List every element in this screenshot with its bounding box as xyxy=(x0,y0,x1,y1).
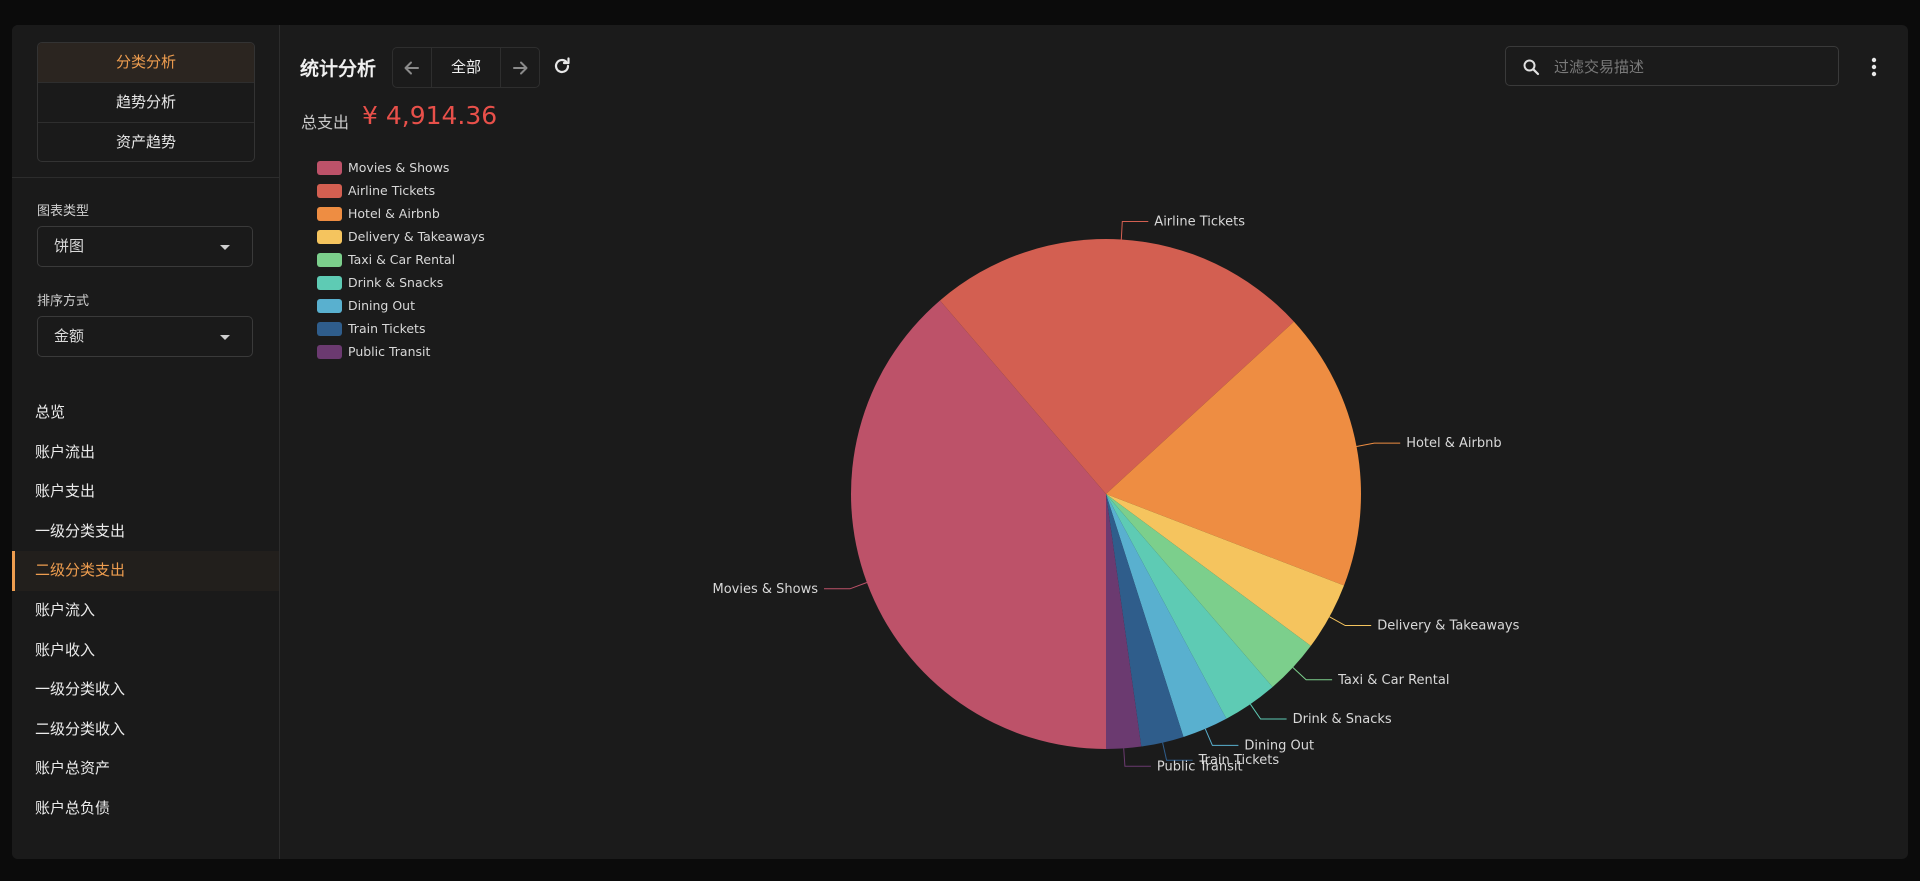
legend-item[interactable]: Delivery & Takeaways xyxy=(317,225,485,248)
legend-label: Delivery & Takeaways xyxy=(348,229,485,244)
segment-asset-trend[interactable]: 资产趋势 xyxy=(115,133,176,151)
more-vertical-icon[interactable] xyxy=(1868,56,1880,78)
label-leader-line xyxy=(1356,442,1401,447)
legend-item[interactable]: Train Tickets xyxy=(317,317,485,340)
legend-label: Drink & Snacks xyxy=(348,275,444,290)
pie-slice[interactable] xyxy=(939,239,1294,494)
pie-slice[interactable] xyxy=(1106,494,1227,737)
label-leader-line xyxy=(1123,748,1151,767)
date-range-group: 全部 xyxy=(392,47,540,88)
legend-item[interactable]: Hotel & Airbnb xyxy=(317,202,485,225)
legend-item[interactable]: Movies & Shows xyxy=(317,156,485,179)
search-icon xyxy=(1523,59,1540,76)
refresh-icon[interactable] xyxy=(551,55,573,77)
label-leader-line xyxy=(1249,703,1287,720)
sort-by-label: 排序方式 xyxy=(37,294,90,309)
segment-category-analysis[interactable]: 分类分析 xyxy=(38,43,254,83)
sidebar-nav: 总览 账户流出 账户支出 一级分类支出 二级分类支出 账户流入 账户收入 一级分… xyxy=(12,393,279,829)
caret-down-icon xyxy=(220,335,230,340)
date-range-button[interactable]: 全部 xyxy=(431,48,501,87)
nav-secondary-category-income[interactable]: 二级分类收入 xyxy=(35,719,126,738)
analysis-type-segment: 分类分析 趋势分析 资产趋势 xyxy=(37,42,255,162)
nav-secondary-category-expense[interactable]: 二级分类支出 xyxy=(12,551,279,591)
nav-total-assets[interactable]: 账户总资产 xyxy=(35,759,111,778)
sidebar: 分类分析 趋势分析 资产趋势 图表类型 饼图 排序方式 金额 总览 账户流出 账… xyxy=(12,25,280,859)
legend-swatch xyxy=(317,344,342,359)
nav-overview[interactable]: 总览 xyxy=(35,403,66,421)
legend-label: Airline Tickets xyxy=(348,183,436,198)
legend-item[interactable]: Drink & Snacks xyxy=(317,271,485,294)
pie-slice[interactable] xyxy=(851,300,1106,749)
legend-swatch xyxy=(317,160,342,175)
legend-swatch xyxy=(317,183,342,198)
pie-slice[interactable] xyxy=(1106,494,1184,747)
legend-item[interactable]: Taxi & Car Rental xyxy=(317,248,485,271)
legend-label: Taxi & Car Rental xyxy=(348,252,456,267)
slice-label: Dining Out xyxy=(1244,738,1314,753)
pie-chart: Movies & Shows Airline Tickets Hotel & Air… xyxy=(713,215,1520,775)
pie-slice[interactable] xyxy=(1106,494,1311,688)
nav-account-outflow[interactable]: 账户流出 xyxy=(35,442,96,461)
legend-swatch xyxy=(317,252,342,267)
search-input[interactable] xyxy=(1552,47,1826,87)
label-leader-line xyxy=(824,582,868,590)
slice-label: Hotel & Airbnb xyxy=(1406,436,1501,451)
pie-slice[interactable] xyxy=(1106,321,1361,586)
arrow-right-icon xyxy=(513,61,528,74)
total-expense-value: ¥ 4,914.36 xyxy=(362,101,498,130)
legend-item[interactable]: Public Transit xyxy=(317,340,485,363)
sidebar-divider xyxy=(12,177,279,178)
nav-total-liabilities[interactable]: 账户总负债 xyxy=(35,798,111,817)
app-window: 分类分析 趋势分析 资产趋势 图表类型 饼图 排序方式 金额 总览 账户流出 账… xyxy=(12,25,1908,859)
prev-range-button[interactable] xyxy=(393,48,431,87)
nav-account-income[interactable]: 账户收入 xyxy=(35,640,96,659)
legend-item[interactable]: Dining Out xyxy=(317,294,485,317)
legend-label: Dining Out xyxy=(348,298,415,313)
legend-label: Hotel & Airbnb xyxy=(348,206,440,221)
slice-label: Public Transit xyxy=(1157,759,1243,774)
nav-account-inflow[interactable]: 账户流入 xyxy=(35,600,96,619)
sort-by-select[interactable]: 金额 xyxy=(37,316,253,357)
slice-label: Drink & Snacks xyxy=(1293,712,1392,727)
slice-label: Delivery & Takeaways xyxy=(1377,619,1519,634)
next-range-button[interactable] xyxy=(501,48,539,87)
pie-slice[interactable] xyxy=(1106,494,1273,719)
label-leader-line xyxy=(1204,728,1239,746)
search-box[interactable] xyxy=(1505,46,1839,87)
legend-swatch xyxy=(317,275,342,290)
label-leader-line xyxy=(1120,221,1149,240)
nav-primary-category-expense[interactable]: 一级分类支出 xyxy=(35,521,126,540)
legend-swatch xyxy=(317,206,342,221)
total-expense-label: 总支出 xyxy=(301,113,350,132)
slice-label: Taxi & Car Rental xyxy=(1337,673,1449,688)
page-title: 统计分析 xyxy=(300,58,377,80)
nav-account-expense[interactable]: 账户支出 xyxy=(35,482,96,501)
arrow-left-icon xyxy=(404,61,419,74)
label-leader-line xyxy=(1292,667,1333,681)
chart-legend: Movies & Shows Airline Tickets Hotel & Air… xyxy=(317,156,485,363)
label-leader-line xyxy=(1162,742,1193,761)
pie-slice[interactable] xyxy=(1106,494,1345,646)
chart-type-select[interactable]: 饼图 xyxy=(37,226,253,267)
nav-primary-category-income[interactable]: 一级分类收入 xyxy=(35,680,126,699)
label-leader-line xyxy=(1329,616,1372,626)
pie-slice[interactable] xyxy=(1106,494,1142,749)
slice-label: Movies & Shows xyxy=(713,582,819,597)
legend-label: Train Tickets xyxy=(348,321,426,336)
slice-label: Airline Tickets xyxy=(1154,215,1245,230)
legend-swatch xyxy=(317,298,342,313)
legend-swatch xyxy=(317,321,342,336)
chart-type-label: 图表类型 xyxy=(37,204,90,219)
slice-label: Train Tickets xyxy=(1198,753,1280,768)
sort-by-value: 金额 xyxy=(54,327,85,345)
legend-item[interactable]: Airline Tickets xyxy=(317,179,485,202)
legend-label: Movies & Shows xyxy=(348,160,450,175)
chart-type-value: 饼图 xyxy=(54,237,85,255)
legend-swatch xyxy=(317,229,342,244)
legend-label: Public Transit xyxy=(348,344,431,359)
caret-down-icon xyxy=(220,245,230,250)
main-panel: 统计分析 全部 总支出 ¥ 4,914.36 xyxy=(280,25,1908,859)
segment-trend-analysis[interactable]: 趋势分析 xyxy=(38,83,254,123)
